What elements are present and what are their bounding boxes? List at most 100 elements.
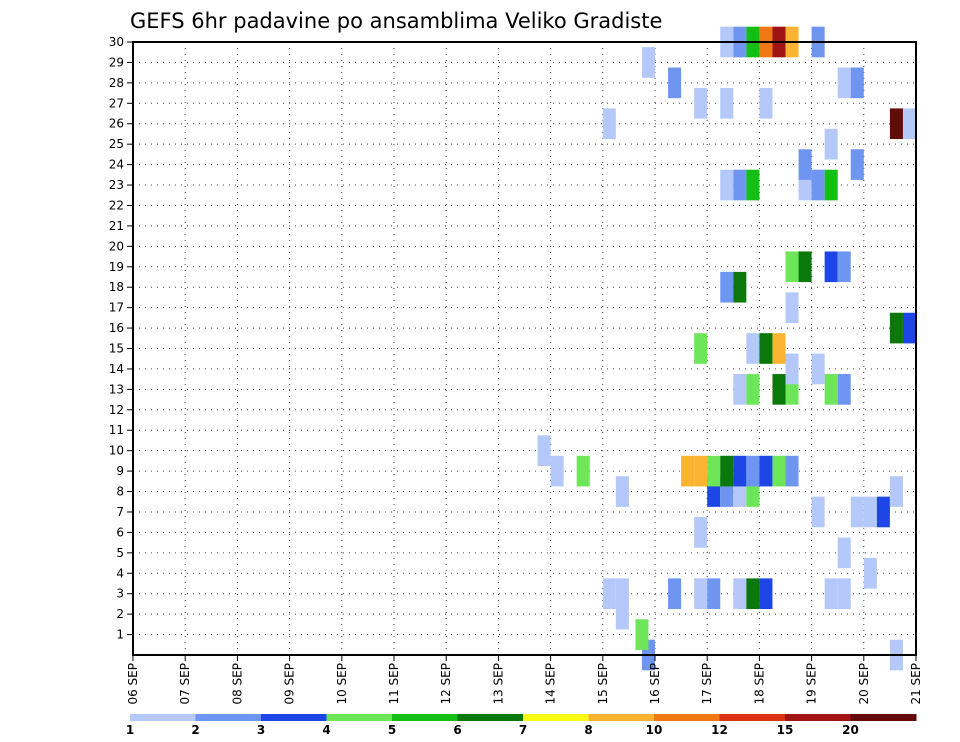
y-tick-label: 30: [109, 35, 124, 49]
y-tick-label: 4: [116, 566, 124, 580]
heatmap-cell: [850, 149, 864, 180]
legend-swatch: [457, 714, 524, 721]
y-tick-label: 25: [109, 137, 124, 151]
y-tick-label: 2: [116, 607, 124, 621]
y-tick-label: 23: [109, 178, 124, 192]
x-tick-label: 20 SEP: [857, 663, 871, 705]
legend-swatch: [195, 714, 262, 721]
legend-label: 20: [842, 723, 859, 737]
heatmap-cell: [772, 455, 786, 487]
heatmap-cell: [733, 578, 747, 610]
heatmap-cell: [850, 67, 864, 99]
legend-label: 10: [646, 723, 663, 737]
x-tick-label: 10 SEP: [335, 663, 349, 705]
x-tick-label: 07 SEP: [178, 663, 192, 705]
y-tick-label: 6: [116, 525, 124, 539]
legend-label: 6: [453, 723, 461, 737]
heatmap-cell: [668, 67, 682, 99]
heatmap-cell: [785, 292, 799, 323]
heatmap-cell: [707, 578, 721, 610]
heatmap-cell: [837, 374, 851, 405]
heatmap-cell: [824, 374, 838, 405]
y-tick-label: 22: [109, 198, 124, 212]
heatmap-cell: [668, 578, 682, 610]
heatmap-cell: [824, 578, 838, 610]
heatmap-cell: [694, 578, 708, 610]
heatmap-cell: [759, 333, 773, 364]
legend-swatch: [850, 714, 917, 721]
heatmap-cell: [641, 47, 655, 78]
y-tick-label: 16: [109, 321, 124, 335]
y-axis: 1234567891011121314151617181920212223242…: [109, 35, 133, 642]
heatmap-cell: [576, 455, 590, 487]
legend-label: 2: [191, 723, 199, 737]
x-tick-label: 13 SEP: [491, 663, 505, 705]
y-tick-label: 11: [109, 423, 124, 437]
y-tick-label: 17: [109, 301, 124, 315]
y-tick-label: 3: [116, 587, 124, 601]
heatmap-cell: [694, 455, 708, 487]
x-tick-label: 08 SEP: [230, 663, 244, 705]
heatmap-cell: [902, 108, 916, 140]
heatmap-cell: [837, 578, 851, 610]
y-tick-label: 29: [109, 55, 124, 69]
cells: [537, 26, 916, 671]
y-tick-label: 7: [116, 505, 124, 519]
heatmap-cell: [615, 578, 629, 610]
heatmap-cell: [720, 271, 734, 303]
heatmap-cell: [785, 353, 799, 385]
y-tick-label: 10: [109, 444, 124, 458]
heatmap-cell: [615, 476, 629, 507]
legend-label: 5: [388, 723, 396, 737]
heatmap-cell: [798, 251, 812, 283]
heatmap-cell: [785, 455, 799, 487]
x-tick-label: 21 SEP: [909, 663, 923, 705]
legend-swatch: [326, 714, 393, 721]
legend: 1 2 3 4 5 6 7 8 10 12 15 20: [126, 714, 917, 737]
legend-label: 15: [777, 723, 794, 737]
heatmap-cell: [720, 87, 734, 119]
heatmap-cell: [759, 578, 773, 610]
y-tick-label: 1: [116, 628, 124, 642]
heatmap-cell: [811, 353, 825, 385]
x-tick-label: 06 SEP: [126, 663, 140, 705]
heatmap-cell: [824, 251, 838, 283]
heatmap-cell: [602, 578, 616, 610]
heatmap-cell: [837, 67, 851, 99]
y-tick-label: 27: [109, 96, 124, 110]
heatmap-cell: [759, 87, 773, 119]
heatmap-cell: [733, 271, 747, 303]
x-axis: 06 SEP 07 SEP 08 SEP 09 SEP 10 SEP 11 SEP 12 S…: [126, 655, 923, 705]
heatmap-cell: [902, 312, 916, 344]
heatmap-cell: [733, 455, 747, 487]
x-tick-label: 19 SEP: [805, 663, 819, 705]
y-tick-label: 20: [109, 239, 124, 253]
heatmap-cell: [746, 455, 760, 487]
heatmap-cell: [733, 169, 747, 201]
legend-swatch: [588, 714, 655, 721]
heatmap-cell: [720, 169, 734, 201]
legend-swatch: [392, 714, 458, 721]
y-tick-label: 19: [109, 260, 124, 274]
y-tick-label: 12: [109, 403, 124, 417]
heatmap-cell: [772, 374, 786, 405]
heatmap-cell: [889, 312, 903, 344]
legend-swatch: [654, 714, 720, 721]
heatmap-cell: [635, 619, 649, 650]
heatmap-cell: [785, 251, 799, 283]
x-tick-label: 18 SEP: [752, 663, 766, 705]
heatmap-cell: [746, 169, 760, 201]
heatmap-cell: [798, 149, 812, 180]
y-tick-label: 9: [116, 464, 124, 478]
heatmap-cell: [824, 128, 838, 160]
legend-label: 12: [711, 723, 728, 737]
chart-title: GEFS 6hr padavine po ansamblima Veliko G…: [130, 9, 662, 33]
heatmap-cell: [889, 108, 903, 140]
heatmap-cell: [759, 455, 773, 487]
y-tick-label: 28: [109, 76, 124, 90]
x-tick-label: 12 SEP: [439, 663, 453, 705]
y-tick-label: 21: [109, 219, 124, 233]
y-tick-label: 8: [116, 485, 124, 499]
heatmap-cell: [681, 455, 695, 487]
